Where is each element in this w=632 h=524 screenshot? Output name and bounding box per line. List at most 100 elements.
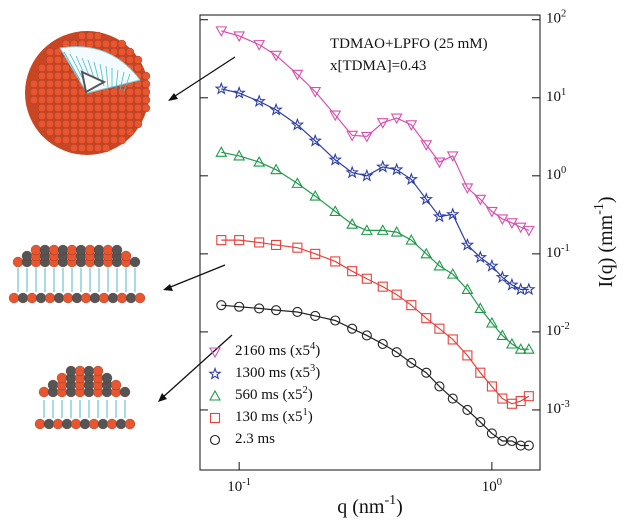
- illustration-bead: [125, 55, 135, 65]
- illustration-bead: [45, 95, 55, 105]
- marker: [505, 277, 519, 291]
- illustration-bead: [45, 103, 55, 113]
- marker: [345, 165, 359, 179]
- marker: [497, 435, 508, 447]
- marker: [361, 330, 372, 341]
- illustration-bead: [17, 292, 29, 304]
- illustration-bead: [116, 292, 128, 304]
- illustration-bead: [101, 143, 111, 153]
- x-tick-label: 10-1: [227, 477, 251, 496]
- illustration-bead: [43, 418, 55, 430]
- illustration-tail: [115, 69, 119, 90]
- illustration-bead: [133, 119, 143, 129]
- marker: [290, 117, 305, 131]
- illustration-bead: [85, 95, 95, 105]
- illustration-bead: [47, 379, 59, 391]
- marker: [420, 247, 433, 259]
- y-axis-label: I(q) (mm-1): [592, 196, 617, 287]
- arrow: [171, 56, 236, 99]
- marker: [377, 281, 388, 292]
- marker: [432, 209, 447, 223]
- marker: [310, 248, 321, 259]
- illustration-bead: [101, 127, 111, 137]
- illustration-bead: [89, 292, 101, 304]
- illustration-bead: [88, 418, 100, 430]
- arrow: [167, 264, 226, 289]
- illustration-cut: [59, 46, 141, 94]
- marker: [406, 357, 417, 369]
- illustration-bead: [69, 135, 79, 145]
- illustration-bead: [133, 103, 143, 113]
- marker: [485, 316, 498, 328]
- marker: [420, 140, 433, 151]
- illustration-bead: [93, 103, 103, 113]
- illustration-bead: [97, 418, 109, 430]
- illustration-bead: [77, 127, 87, 137]
- illustration-tail: [63, 51, 81, 81]
- marker: [391, 289, 402, 300]
- illustration-tail: [105, 65, 109, 88]
- illustration-bead: [133, 95, 143, 105]
- illustration-bead: [141, 87, 151, 97]
- illustration-bead: [101, 119, 111, 129]
- illustration-bead: [77, 119, 87, 129]
- marker: [446, 267, 459, 279]
- marker: [329, 110, 342, 122]
- illustration-bead: [29, 95, 39, 105]
- illustration-bead: [80, 292, 92, 304]
- marker: [506, 435, 517, 447]
- marker: [346, 218, 359, 229]
- illustration-tail: [69, 53, 85, 82]
- marker: [496, 214, 509, 226]
- illustration-bead: [101, 103, 111, 113]
- illustration-bead: [61, 127, 71, 137]
- y-tick-label: 100: [546, 165, 566, 184]
- illustration-bead: [45, 119, 55, 129]
- illustration-bead: [93, 95, 103, 105]
- illustration-bead: [45, 47, 55, 57]
- illustration-bead: [83, 365, 95, 377]
- marker: [254, 237, 265, 248]
- illustration-core: [80, 70, 107, 94]
- arrow: [161, 334, 233, 399]
- illustration-bead: [53, 103, 63, 113]
- marker: [233, 149, 246, 161]
- illustration-bead: [133, 87, 143, 97]
- x-axis-label: q (nm-1): [337, 493, 403, 518]
- illustration-bead: [85, 143, 95, 153]
- marker: [234, 235, 245, 246]
- marker: [475, 367, 486, 378]
- illustration-bead: [61, 87, 71, 97]
- marker: [462, 350, 473, 361]
- illustration-bead: [69, 79, 79, 89]
- illustration-bead: [117, 127, 127, 137]
- illustration-bead: [125, 119, 135, 129]
- marker: [347, 266, 358, 277]
- illustration-bead: [69, 127, 79, 137]
- marker: [253, 155, 266, 167]
- marker: [433, 157, 446, 169]
- fit-line: [221, 304, 529, 447]
- marker: [309, 87, 322, 98]
- illustration-bead: [35, 292, 47, 304]
- illustration-bead: [109, 119, 119, 129]
- marker: [495, 270, 510, 284]
- marker: [474, 194, 487, 206]
- illustration-bead: [93, 119, 103, 129]
- illustration-bead: [125, 47, 135, 57]
- illustration-bead: [141, 95, 151, 105]
- illustration-bead: [62, 292, 74, 304]
- illustration-bead: [45, 71, 55, 81]
- illustration-bead: [29, 79, 39, 89]
- illustration-bead: [93, 143, 103, 153]
- legend-label: 560 ms (x52): [235, 385, 313, 404]
- illustration-bead: [120, 250, 132, 262]
- illustration-bead: [117, 39, 127, 49]
- illustration-bead: [69, 119, 79, 129]
- marker: [474, 302, 487, 313]
- marker: [404, 172, 419, 186]
- illustration-bead: [115, 418, 127, 430]
- illustration-bead: [109, 135, 119, 145]
- marker: [208, 366, 222, 380]
- legend-label: 1300 ms (x53): [235, 363, 320, 382]
